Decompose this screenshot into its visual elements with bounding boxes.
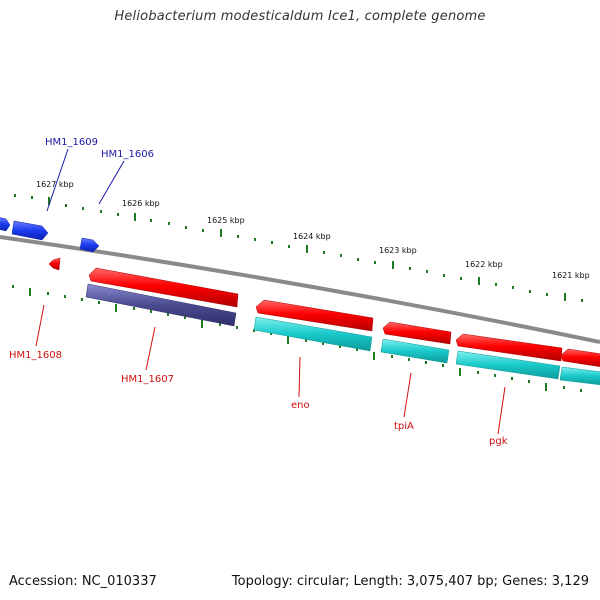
genome-summary-text: Topology: circular; Length: 3,075,407 bp… — [231, 574, 589, 589]
cds-tpia[interactable] — [380, 338, 450, 364]
tick-label-1627: 1627 kbp — [36, 180, 74, 189]
scale-minor-ticks-top — [14, 194, 583, 302]
cds-hm1-1607[interactable] — [85, 283, 237, 327]
tick-label-1621: 1621 kbp — [552, 271, 590, 280]
tick-label-1624: 1624 kbp — [293, 232, 331, 241]
map-title: Heliobacterium modesticaldum Ice1, compl… — [114, 9, 486, 24]
label-hm1-1609[interactable]: HM1_1609 — [45, 137, 98, 148]
label-hm1-1608[interactable]: HM1_1608 — [9, 350, 62, 361]
gene-left-edge-blue[interactable] — [0, 217, 11, 232]
cds-right-edge[interactable] — [559, 366, 600, 386]
gene-right-edge-red[interactable] — [560, 348, 600, 367]
scale-minor-ticks-bottom — [12, 285, 582, 392]
cds-eno[interactable] — [253, 316, 373, 352]
gene-hm1-1609[interactable] — [11, 220, 49, 241]
gene-hm1-1606[interactable] — [79, 237, 100, 253]
label-eno[interactable]: eno — [291, 400, 310, 411]
tick-label-1625: 1625 kbp — [207, 216, 245, 225]
cds-pgk[interactable] — [455, 350, 561, 380]
scale-major-ticks-bottom — [29, 288, 547, 391]
major-tick-1624 — [306, 245, 308, 253]
accession-text: Accession: NC_010337 — [9, 574, 157, 589]
major-tick-1621 — [564, 293, 566, 301]
tick-label-1623: 1623 kbp — [379, 246, 417, 255]
tick-label-1626: 1626 kbp — [122, 199, 160, 208]
major-tick-1626 — [134, 213, 136, 221]
major-tick-1622 — [478, 277, 480, 285]
gene-hm1-1607-upper[interactable] — [88, 267, 239, 308]
label-hm1-1606[interactable]: HM1_1606 — [101, 149, 154, 160]
major-tick-1625 — [220, 229, 222, 237]
gene-pgk-upper[interactable] — [455, 333, 563, 362]
gene-eno-upper[interactable] — [255, 299, 374, 332]
gene-hm1-1608[interactable] — [48, 257, 61, 271]
label-tpia[interactable]: tpiA — [394, 421, 414, 432]
gene-tpia-upper[interactable] — [382, 321, 452, 345]
major-tick-1623 — [392, 261, 394, 269]
tick-label-1622: 1622 kbp — [465, 260, 503, 269]
label-hm1-1607[interactable]: HM1_1607 — [121, 374, 174, 385]
label-pgk[interactable]: pgk — [489, 436, 508, 447]
label-leaders — [35, 148, 506, 435]
major-tick-1627 — [48, 197, 50, 205]
scale-major-ticks-top — [48, 197, 566, 301]
